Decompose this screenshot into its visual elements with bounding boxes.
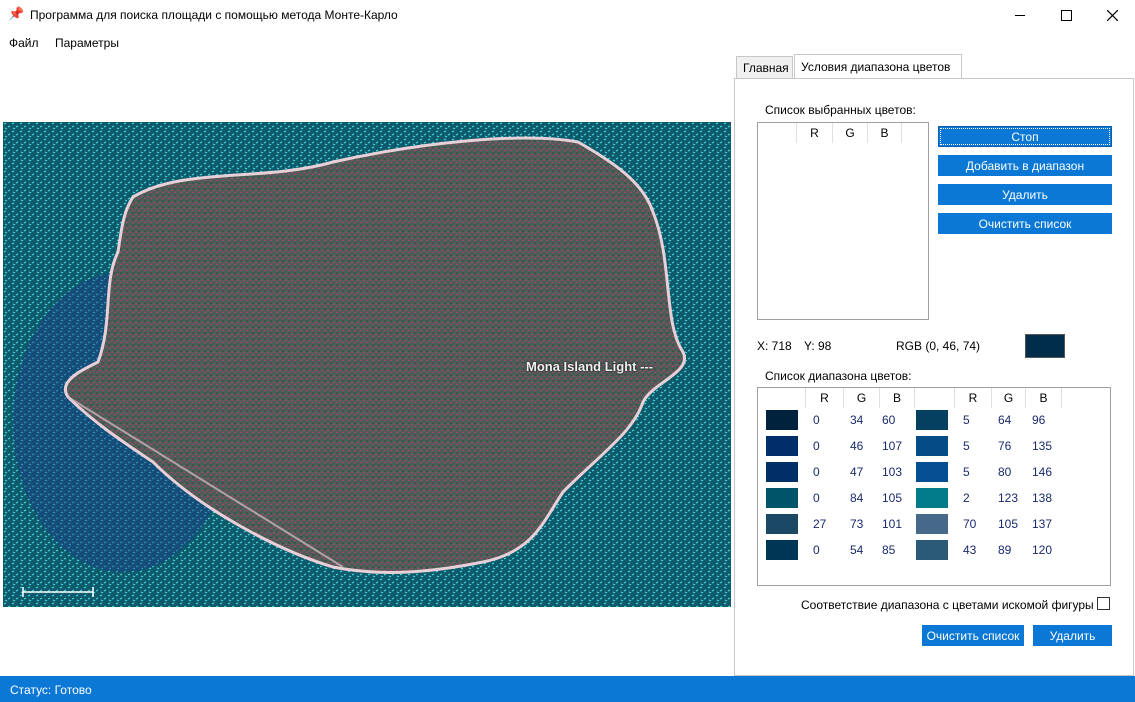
match-checkbox[interactable] — [1097, 597, 1110, 610]
scale-bar — [22, 587, 94, 597]
range-value-b: 146 — [1032, 465, 1053, 479]
cursor-y: Y: 98 — [804, 339, 832, 353]
selected-colors-label: Список выбранных цветов: — [765, 103, 916, 117]
range-value-r: 5 — [963, 465, 970, 479]
range-color-swatch[interactable] — [766, 514, 798, 534]
range-value-r: 0 — [813, 413, 820, 427]
range-value-r: 0 — [813, 439, 820, 453]
range-value-b: 103 — [882, 465, 903, 479]
range-value-r: 5 — [963, 413, 970, 427]
clear-list-button[interactable]: Очистить список — [938, 213, 1112, 234]
range-value-b: 101 — [882, 517, 903, 531]
range-color-swatch[interactable] — [766, 436, 798, 456]
column-header-r[interactable]: R — [806, 388, 844, 408]
cursor-x: X: 718 — [757, 339, 792, 353]
range-value-b: 105 — [882, 491, 903, 505]
range-color-swatch[interactable] — [916, 540, 948, 560]
range-value-g: 76 — [998, 439, 1012, 453]
range-color-swatch[interactable] — [916, 462, 948, 482]
stop-button[interactable]: Стоп — [938, 126, 1112, 147]
bottom-delete-button[interactable]: Удалить — [1033, 625, 1112, 646]
column-header-b[interactable]: B — [1026, 388, 1062, 408]
range-color-swatch[interactable] — [766, 540, 798, 560]
range-value-b: 138 — [1032, 491, 1053, 505]
range-value-r: 0 — [813, 491, 820, 505]
range-color-swatch[interactable] — [766, 462, 798, 482]
range-value-g: 64 — [998, 413, 1012, 427]
range-color-swatch[interactable] — [916, 410, 948, 430]
column-header-blank — [915, 388, 955, 408]
column-header-b[interactable]: B — [880, 388, 915, 408]
range-value-r: 27 — [813, 517, 827, 531]
tab-color-range[interactable]: Условия диапазона цветов — [794, 54, 962, 78]
color-range-list[interactable]: R G B R G B 0 34 60 5 64 96 0 46 107 5 76 135 0 47 103… — [757, 387, 1111, 586]
range-value-b: 135 — [1032, 439, 1053, 453]
column-header-g[interactable]: G — [844, 388, 880, 408]
range-value-r: 2 — [963, 491, 970, 505]
range-value-r: 70 — [963, 517, 977, 531]
selected-colors-list[interactable]: R G B — [757, 122, 929, 320]
range-value-g: 47 — [850, 465, 864, 479]
range-list-label: Список диапазона цветов: — [765, 369, 912, 383]
pin-icon: 📌 — [8, 6, 25, 21]
status-bar: Статус: Готово — [0, 676, 1135, 702]
range-value-g: 84 — [850, 491, 864, 505]
range-value-g: 34 — [850, 413, 864, 427]
range-value-b: 60 — [882, 413, 896, 427]
range-value-b: 85 — [882, 543, 896, 557]
tab-main[interactable]: Главная — [736, 56, 793, 78]
range-color-swatch[interactable] — [916, 514, 948, 534]
map-label: Mona Island Light --- — [526, 359, 654, 374]
match-checkbox-label: Соответствие диапазона с цветами искомой… — [801, 598, 1094, 612]
menu-file[interactable]: Файл — [9, 36, 39, 50]
range-color-swatch[interactable] — [766, 410, 798, 430]
maximize-button[interactable] — [1043, 0, 1089, 30]
range-color-swatch[interactable] — [916, 436, 948, 456]
status-text: Статус: Готово — [10, 683, 92, 697]
range-value-g: 73 — [850, 517, 864, 531]
minimize-icon — [1015, 14, 1025, 16]
column-header-blank — [758, 123, 797, 143]
column-header-g[interactable]: G — [992, 388, 1026, 408]
title-bar: 📌 Программа для поиска площади с помощью… — [0, 0, 1135, 30]
column-header-g[interactable]: G — [833, 123, 868, 143]
close-button[interactable] — [1089, 0, 1135, 30]
range-value-g: 80 — [998, 465, 1012, 479]
menu-parameters[interactable]: Параметры — [55, 36, 119, 50]
cursor-rgb: RGB (0, 46, 74) — [896, 339, 981, 353]
column-header-blank — [758, 388, 806, 408]
range-color-swatch[interactable] — [766, 488, 798, 508]
range-value-r: 5 — [963, 439, 970, 453]
range-value-g: 46 — [850, 439, 864, 453]
bottom-clear-list-button[interactable]: Очистить список — [922, 625, 1024, 646]
range-value-g: 105 — [998, 517, 1019, 531]
column-header-r[interactable]: R — [955, 388, 992, 408]
range-color-swatch[interactable] — [916, 488, 948, 508]
column-header-r[interactable]: R — [797, 123, 833, 143]
island-map — [3, 122, 731, 607]
range-value-r: 0 — [813, 543, 820, 557]
close-icon — [1106, 9, 1118, 21]
range-value-g: 89 — [998, 543, 1012, 557]
minimize-button[interactable] — [997, 0, 1043, 30]
satellite-image[interactable]: Mona Island Light --- — [3, 122, 731, 607]
range-value-r: 0 — [813, 465, 820, 479]
range-value-g: 123 — [998, 491, 1019, 505]
range-value-b: 96 — [1032, 413, 1046, 427]
island-shape — [64, 136, 687, 574]
add-to-range-button[interactable]: Добавить в диапазон — [938, 155, 1112, 176]
current-color-swatch — [1025, 334, 1065, 358]
range-value-b: 120 — [1032, 543, 1053, 557]
range-value-b: 137 — [1032, 517, 1053, 531]
delete-button[interactable]: Удалить — [938, 184, 1112, 205]
range-value-r: 43 — [963, 543, 977, 557]
column-header-b[interactable]: B — [868, 123, 902, 143]
window-title: Программа для поиска площади с помощью м… — [30, 8, 398, 22]
maximize-icon — [1060, 9, 1072, 21]
range-value-b: 107 — [882, 439, 903, 453]
range-value-g: 54 — [850, 543, 864, 557]
